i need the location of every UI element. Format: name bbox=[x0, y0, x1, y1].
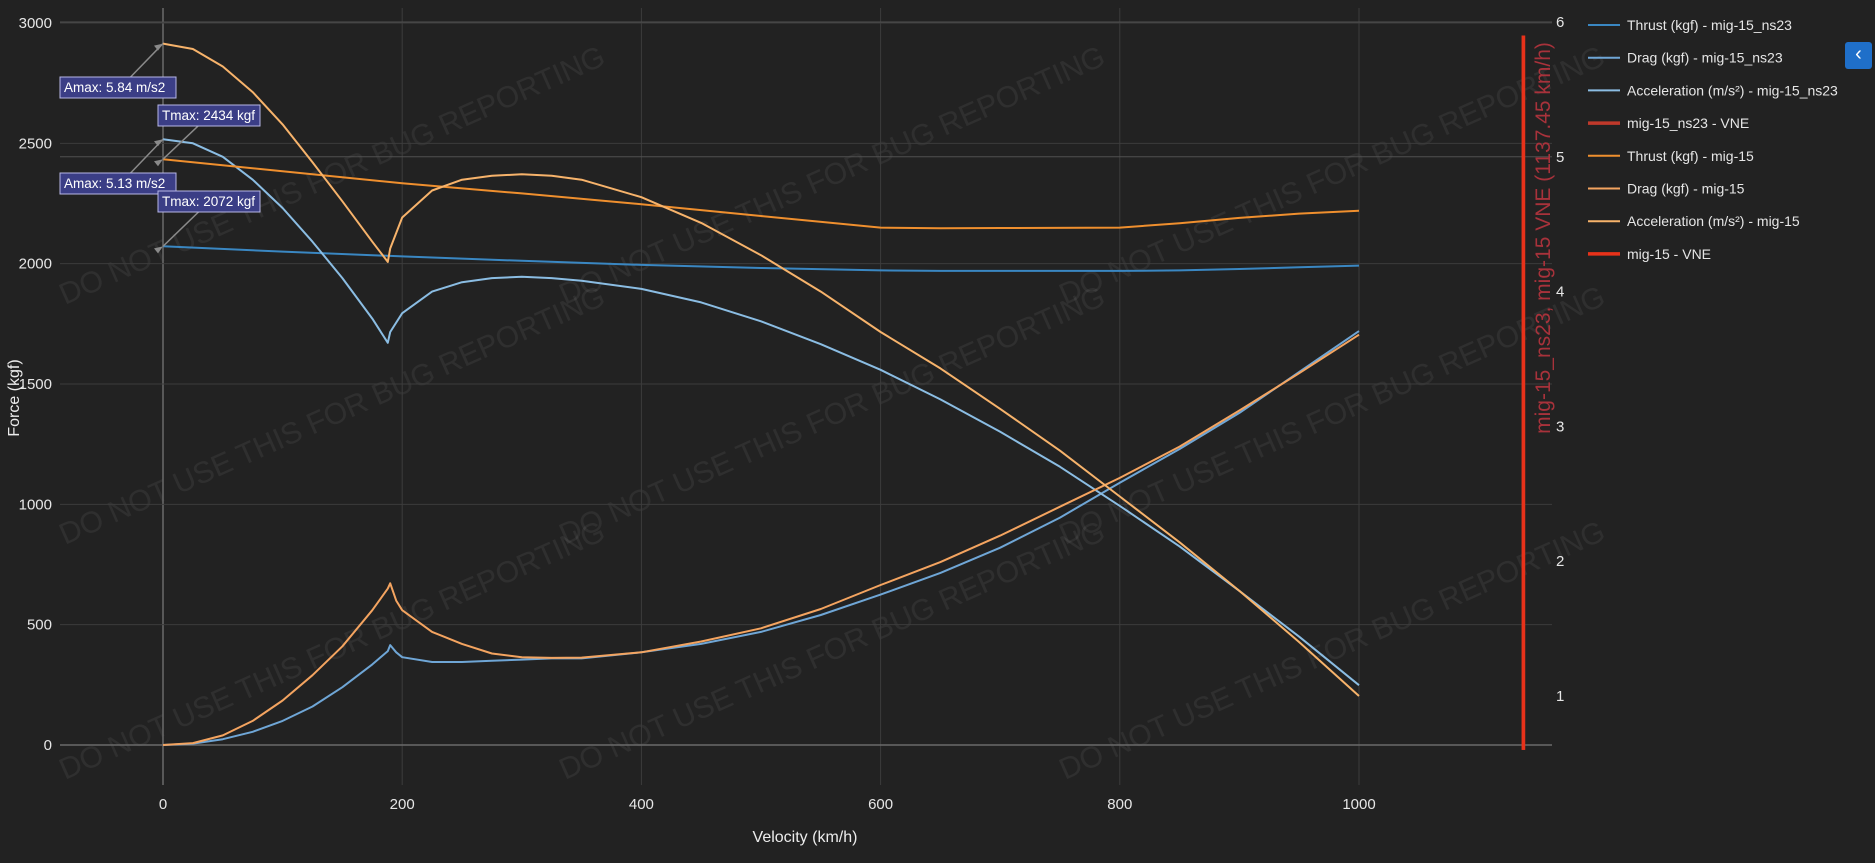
legend-item-label[interactable]: Acceleration (m/s²) - mig-15 bbox=[1627, 213, 1800, 229]
legend-item-label[interactable]: Acceleration (m/s²) - mig-15_ns23 bbox=[1627, 82, 1838, 98]
series-line bbox=[162, 333, 1360, 746]
chevron-left-icon: ‹ bbox=[1855, 43, 1862, 65]
series-line bbox=[162, 42, 1360, 697]
y-axis-title: Force (kgf) bbox=[6, 359, 23, 436]
annotation-arrowhead bbox=[154, 159, 163, 167]
series-line bbox=[162, 158, 1360, 230]
grid-layer bbox=[60, 8, 1552, 785]
annotation-label: Amax: 5.84 m/s2 bbox=[64, 80, 165, 95]
y2-tick-label: 6 bbox=[1556, 14, 1564, 31]
series-line bbox=[162, 138, 1360, 686]
x-tick-label: 1000 bbox=[1342, 796, 1375, 813]
annotation-box bbox=[157, 190, 261, 213]
annotation-box bbox=[157, 104, 261, 127]
legend-item-label[interactable]: Drag (kgf) - mig-15 bbox=[1627, 181, 1745, 197]
legend[interactable]: Thrust (kgf) - mig-15_ns23 Drag (kgf) - m… bbox=[1588, 17, 1838, 262]
y-tick-label: 2000 bbox=[19, 256, 52, 273]
legend-item-label[interactable]: Thrust (kgf) - mig-15 bbox=[1627, 148, 1754, 164]
y2-axis-title: mig-15_ns23, mig-15 VNE (1137.45 km/h) bbox=[1532, 42, 1555, 434]
legend-item-label[interactable]: mig-15 - VNE bbox=[1627, 246, 1711, 262]
x-tick-label: 800 bbox=[1107, 796, 1132, 813]
annotation-arrowhead bbox=[154, 43, 163, 51]
annotation-label: Tmax: 2072 kgf bbox=[162, 194, 255, 209]
legend-item-label[interactable]: mig-15_ns23 - VNE bbox=[1627, 115, 1749, 131]
annotation-layer: Amax: 5.84 m/s2 Tmax: 2434 kgf Amax: 5.13 … bbox=[59, 43, 261, 254]
y2-tick-label: 1 bbox=[1556, 688, 1564, 705]
x-tick-label: 400 bbox=[629, 796, 654, 813]
x-tick-label: 200 bbox=[390, 796, 415, 813]
x-tick-label: 0 bbox=[159, 796, 167, 813]
legend-item-label[interactable]: Thrust (kgf) - mig-15_ns23 bbox=[1627, 17, 1792, 33]
annotation-label: Tmax: 2434 kgf bbox=[162, 108, 255, 123]
watermark-text: DO NOT USE THIS FOR BUG REPORTING bbox=[54, 280, 610, 552]
y2-tick-label: 5 bbox=[1556, 149, 1564, 166]
y2-tick-label: 4 bbox=[1556, 284, 1564, 301]
series-line bbox=[162, 330, 1360, 746]
y-tick-label: 3000 bbox=[19, 15, 52, 32]
y-tick-label: 1500 bbox=[19, 376, 52, 393]
watermark-text: DO NOT USE THIS FOR BUG REPORTING bbox=[554, 280, 1110, 552]
series-layer bbox=[162, 35, 1526, 750]
annotation-box bbox=[59, 172, 177, 195]
annotation-arrowhead bbox=[154, 139, 163, 147]
y2-tick-label: 2 bbox=[1556, 553, 1564, 570]
tick-layer: 0 200 400 600 800 1000 0 500 1000 1500 2000 2500 300… bbox=[19, 14, 1565, 813]
y-tick-label: 0 bbox=[44, 737, 52, 754]
y2-tick-label: 3 bbox=[1556, 418, 1564, 435]
collapse-legend-button[interactable]: ‹ bbox=[1845, 42, 1872, 69]
annotation-arrowhead bbox=[154, 246, 163, 254]
legend-item-label[interactable]: Drag (kgf) - mig-15_ns23 bbox=[1627, 50, 1783, 66]
y-tick-label: 2500 bbox=[19, 135, 52, 152]
x-tick-label: 600 bbox=[868, 796, 893, 813]
y-tick-label: 500 bbox=[27, 617, 52, 634]
y-tick-label: 1000 bbox=[19, 496, 52, 513]
annotation-box bbox=[59, 76, 177, 99]
x-axis-title: Velocity (km/h) bbox=[753, 829, 858, 846]
annotation-label: Amax: 5.13 m/s2 bbox=[64, 176, 165, 191]
series-line bbox=[162, 245, 1360, 272]
